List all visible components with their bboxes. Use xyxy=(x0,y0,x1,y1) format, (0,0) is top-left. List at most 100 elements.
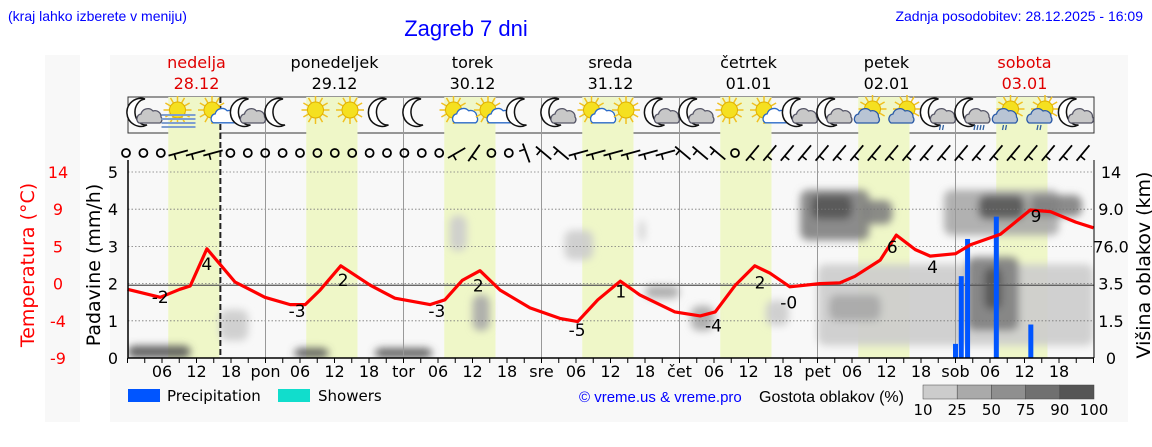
sun-ray xyxy=(494,102,501,107)
x-tick-label: pon xyxy=(250,362,280,381)
wind-barb-icon xyxy=(988,144,1004,162)
temperature-tick-label: 14 xyxy=(48,163,68,182)
legend-precipitation-swatch xyxy=(128,389,160,402)
moon-shape xyxy=(126,97,148,128)
moon-shape xyxy=(781,97,803,128)
wind-barb-shaft xyxy=(521,143,531,163)
sun-ray xyxy=(445,97,451,104)
sun-ray xyxy=(732,116,738,123)
precipitation-bar xyxy=(965,238,971,358)
sun-ray xyxy=(337,102,344,107)
cloud-patch xyxy=(472,294,490,331)
wind-barb-shaft xyxy=(814,144,830,162)
wind-barb-feather xyxy=(660,153,664,161)
sun-ray xyxy=(618,97,623,104)
wind-barb-shaft xyxy=(168,149,189,157)
cloud-patch xyxy=(645,285,680,299)
sun-ray xyxy=(770,102,777,107)
sun-ray xyxy=(353,97,358,104)
sun-cloud-icon xyxy=(439,96,479,124)
rain-drop xyxy=(941,124,945,131)
sun-ray xyxy=(307,116,313,123)
sun-ray xyxy=(180,97,186,104)
day-name: četrtek xyxy=(720,53,778,72)
sun-ray xyxy=(756,97,761,104)
sun-ray xyxy=(913,112,920,117)
moon-cloud-icon xyxy=(643,97,681,128)
rain-drop xyxy=(1001,124,1005,131)
cloud-sun-icon xyxy=(888,95,921,124)
sun-ray xyxy=(460,102,466,107)
precipitation-tick-label: 2 xyxy=(108,275,118,294)
temperature-label: -5 xyxy=(569,321,586,341)
sun-ray xyxy=(303,102,309,107)
wind-calm-icon xyxy=(730,148,740,158)
x-tick-label: pet xyxy=(804,362,830,381)
sun-ray xyxy=(318,116,324,123)
sun-ray xyxy=(736,113,742,118)
cloud-patch xyxy=(219,309,249,341)
density-swatch xyxy=(922,384,958,400)
sun-icon xyxy=(336,96,364,124)
wind-barb-icon xyxy=(1006,144,1021,162)
x-tick-label: 18 xyxy=(773,362,793,381)
wind-barb-icon xyxy=(936,144,951,162)
moon-cloud-icon xyxy=(229,97,267,128)
sun-ray xyxy=(491,97,496,104)
sun-ray xyxy=(717,102,723,107)
precipitation-bar xyxy=(1028,324,1034,358)
moon-shape xyxy=(264,97,286,128)
moon-icon xyxy=(505,97,527,128)
rain-drop xyxy=(1004,124,1008,131)
wind-calm-icon xyxy=(138,148,149,158)
temperature-label: 6 xyxy=(887,238,898,258)
sun-ray xyxy=(632,113,639,118)
wind-barb-icon xyxy=(832,144,847,162)
wind-calm-icon xyxy=(329,148,340,158)
copyright-link[interactable]: © vreme.us & vreme.pro xyxy=(579,389,742,406)
cloud-shape xyxy=(688,108,715,124)
sun-ray xyxy=(353,116,358,123)
location-hint-link[interactable]: (kraj lahko izberete v meniju) xyxy=(8,8,187,24)
wind-barb-feather xyxy=(888,155,895,161)
cloud-shape xyxy=(1026,108,1053,124)
wind-barb-feather xyxy=(1045,155,1051,161)
wind-barb-shaft xyxy=(447,147,466,159)
wind-calm-icon xyxy=(434,148,445,158)
cloud-sun-rain-icon xyxy=(1026,95,1059,131)
cloud-patch xyxy=(765,300,789,326)
wind-barb-feather xyxy=(625,153,630,161)
sun-ray xyxy=(629,116,634,123)
wind-calm-icon xyxy=(486,148,497,158)
sun-ray xyxy=(475,102,482,107)
temperature-label: 1 xyxy=(615,282,626,302)
wind-barb-shaft xyxy=(1041,144,1056,162)
wind-barb-icon xyxy=(568,149,589,161)
day-headers: nedelja 28.12 ponedeljek 29.12 torek 30.12 sre… xyxy=(167,53,1051,93)
sun-ray xyxy=(165,102,171,107)
wind-barb-icon xyxy=(762,144,777,162)
cloud-density-title: Gostota oblakov (%) xyxy=(759,389,904,406)
sun-ray xyxy=(632,102,639,107)
wind-barb-icon xyxy=(709,145,726,161)
wind-barb-icon xyxy=(954,144,969,162)
daylight-band xyxy=(168,97,220,358)
density-swatch xyxy=(956,384,992,400)
rain-drop xyxy=(982,124,985,131)
sun-ray xyxy=(894,101,901,106)
wind-barb-feather xyxy=(923,155,929,161)
sun-ray xyxy=(342,97,347,104)
density-swatch xyxy=(1025,384,1061,400)
day-date: 01.01 xyxy=(726,74,772,93)
rain-drop xyxy=(1036,124,1039,131)
wind-barb-icon xyxy=(1023,144,1038,162)
rain-drop xyxy=(938,124,942,131)
sun-ray xyxy=(629,97,634,104)
wind-barb-icon xyxy=(849,144,864,162)
wind-calm-icon xyxy=(295,148,305,158)
sun-ray xyxy=(475,113,482,118)
wind-barb-shaft xyxy=(971,144,986,162)
moon-cloud-icon xyxy=(781,97,819,128)
moon-icon xyxy=(367,97,389,128)
cloud-patch xyxy=(639,220,645,242)
